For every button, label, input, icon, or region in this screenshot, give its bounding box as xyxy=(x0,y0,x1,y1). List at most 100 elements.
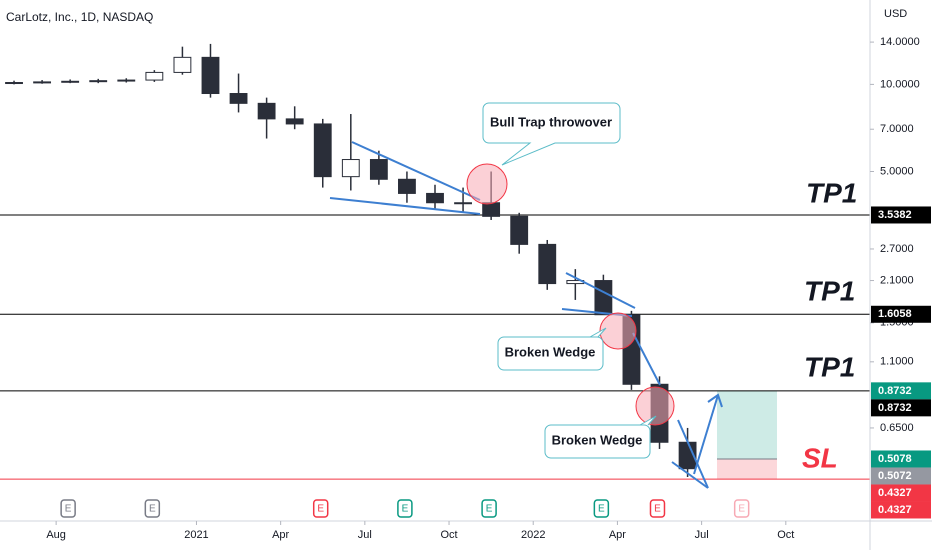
candle-body xyxy=(398,178,416,194)
highlight-circle xyxy=(635,386,675,426)
target-label: TP1 xyxy=(804,351,855,382)
event-label: E xyxy=(738,504,745,515)
axis-unit: USD xyxy=(884,8,907,20)
price-label: 3.5382 xyxy=(878,209,912,221)
candle-body xyxy=(229,93,248,104)
event-label: E xyxy=(65,504,72,515)
event-label: E xyxy=(149,504,156,515)
x-tick-label: 2021 xyxy=(184,529,208,541)
candle-body xyxy=(369,159,388,180)
candle-body xyxy=(201,56,220,95)
target-label: TP1 xyxy=(804,275,855,306)
event-marker xyxy=(733,499,750,518)
event-marker xyxy=(60,499,76,518)
y-tick-label: 0.6500 xyxy=(880,422,914,434)
target-label: TP1 xyxy=(806,177,857,208)
position-loss xyxy=(717,458,777,480)
x-tick-label: Apr xyxy=(609,529,626,541)
price-label: 0.4327 xyxy=(878,504,912,516)
highlight-circle xyxy=(599,312,637,350)
drawings xyxy=(329,141,723,489)
wedge-line xyxy=(351,141,481,201)
highlights xyxy=(466,163,675,426)
price-label-box xyxy=(871,399,931,417)
candle-body xyxy=(510,215,529,245)
stop-label: SL xyxy=(802,442,838,473)
wedge-line xyxy=(677,419,709,489)
x-tick-label: Oct xyxy=(777,529,794,541)
price-label: 0.4327 xyxy=(878,487,912,499)
wedge-line xyxy=(329,197,481,215)
arrow xyxy=(693,394,719,475)
event-marker xyxy=(649,499,666,518)
event-marker xyxy=(481,499,497,518)
arrow-head xyxy=(707,393,723,408)
x-tick-label: 2022 xyxy=(521,529,545,541)
event-marker xyxy=(312,499,329,518)
event-marker xyxy=(593,499,610,518)
callout-box xyxy=(497,327,607,371)
x-tick-label: Apr xyxy=(272,529,289,541)
price-label-box xyxy=(871,501,931,519)
y-tick-label: 14.0000 xyxy=(880,36,920,48)
x-tick-label: Jul xyxy=(695,529,709,541)
callout-text: Bull Trap throwover xyxy=(490,114,612,129)
candle-body xyxy=(173,56,192,73)
price-label-box xyxy=(871,467,931,485)
callout-text: Broken Wedge xyxy=(552,432,643,447)
candle-body xyxy=(482,202,501,217)
price-label: 1.6058 xyxy=(878,308,912,320)
price-label-box xyxy=(871,450,931,468)
price-label-box xyxy=(871,382,931,400)
x-tick-label: Oct xyxy=(440,529,457,541)
candle-body xyxy=(594,280,613,316)
wedge-line xyxy=(632,332,661,386)
candle-body xyxy=(454,202,472,205)
candle-body xyxy=(61,80,80,83)
candle-body xyxy=(33,81,52,84)
callout-box xyxy=(544,415,657,459)
wedge-line xyxy=(671,461,709,489)
candle-body xyxy=(313,123,332,178)
y-tick-label: 2.1000 xyxy=(880,274,914,286)
y-tick-label: 10.0000 xyxy=(880,78,920,90)
event-label: E xyxy=(654,504,661,515)
candle-body xyxy=(5,82,23,85)
position-profit xyxy=(717,390,777,459)
y-tick-label: 1.1000 xyxy=(880,356,914,368)
callout-box xyxy=(482,102,621,166)
price-label-box xyxy=(871,484,931,502)
candle-body xyxy=(89,80,108,83)
wedge-line xyxy=(565,272,636,309)
price-label: 0.5078 xyxy=(878,453,912,465)
y-tick-label: 5.0000 xyxy=(880,165,914,177)
event-label: E xyxy=(402,504,409,515)
price-label: 0.8732 xyxy=(878,385,912,397)
candle-body xyxy=(285,118,304,125)
event-marker xyxy=(397,499,413,518)
event-label: E xyxy=(317,504,324,515)
price-label: 0.5072 xyxy=(878,470,912,482)
callout-text: Broken Wedge xyxy=(505,344,596,359)
price-label-box xyxy=(871,206,931,224)
y-tick-label: 7.0000 xyxy=(880,123,914,135)
candle-body xyxy=(145,71,164,81)
event-label: E xyxy=(598,504,605,515)
chart-title: CarLotz, Inc., 1D, NASDAQ xyxy=(6,10,153,24)
candle-body xyxy=(117,79,136,82)
candle-body xyxy=(257,102,276,120)
candle-body xyxy=(426,192,444,204)
plot-area xyxy=(0,43,870,480)
candle-body xyxy=(538,243,557,285)
y-tick-label: 2.7000 xyxy=(880,243,914,255)
x-tick-label: Aug xyxy=(46,529,66,541)
candle-body xyxy=(341,159,360,178)
event-label: E xyxy=(486,504,493,515)
x-tick-label: Jul xyxy=(358,529,372,541)
callouts: Bull Trap throwover Broken Wedge Broken … xyxy=(482,102,657,459)
price-label: 0.8732 xyxy=(878,402,912,414)
event-marker xyxy=(144,499,161,518)
highlight-circle xyxy=(466,163,508,205)
